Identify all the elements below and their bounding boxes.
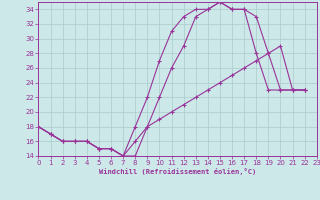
X-axis label: Windchill (Refroidissement éolien,°C): Windchill (Refroidissement éolien,°C) [99,168,256,175]
